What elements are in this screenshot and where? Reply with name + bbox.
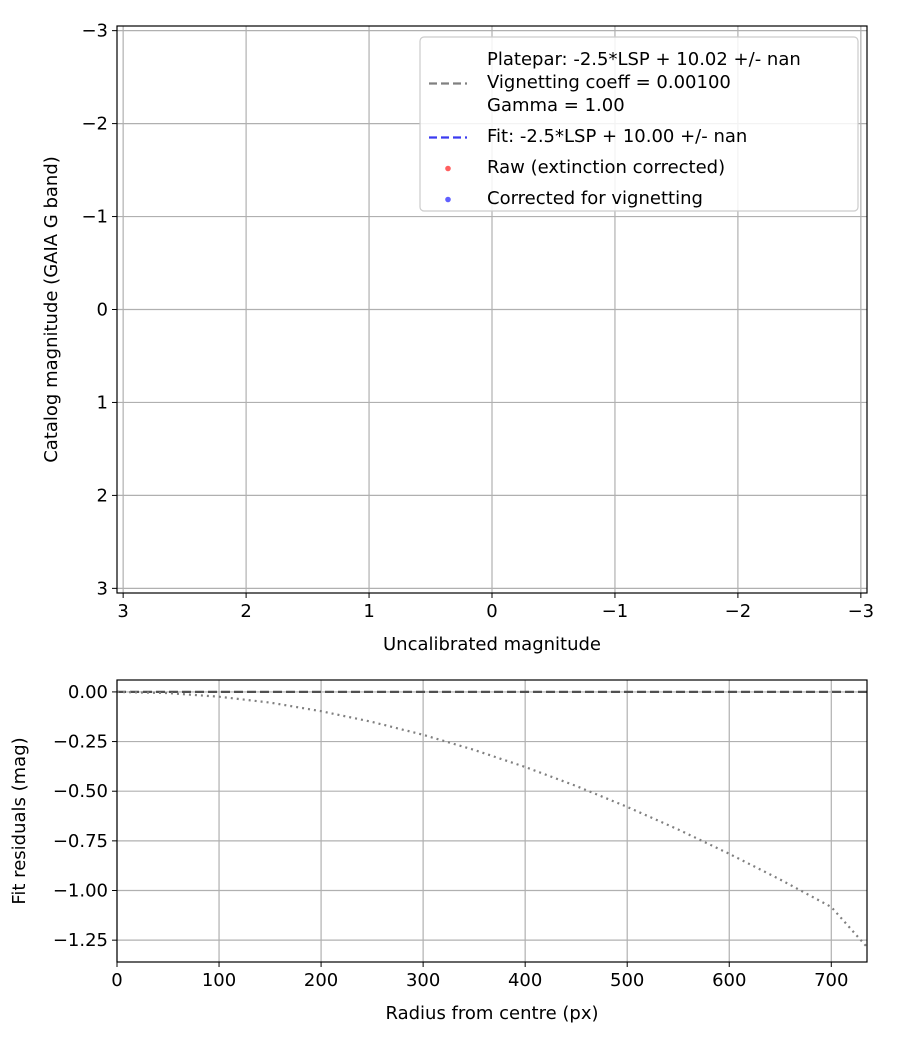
bottom-x-axis-label: Radius from centre (px) — [385, 1003, 598, 1024]
legend-entry-label: Corrected for vignetting — [487, 188, 703, 209]
x-tick-label: 0 — [486, 601, 497, 622]
x-tick-label: 400 — [508, 970, 542, 991]
x-tick-label: 0 — [111, 970, 122, 991]
bottom-tick-labels: 0 100 200 300 400 500 600 700 0.00 −0.25 −0.50 −0.7… — [53, 682, 849, 991]
x-tick-label: 600 — [712, 970, 746, 991]
x-tick-label: −3 — [848, 601, 875, 622]
bottom-plot-frame — [116, 679, 868, 963]
legend-point-swatch — [445, 165, 451, 172]
vignetting-curve-dotted — [116, 690, 868, 948]
x-tick-label: 500 — [610, 970, 644, 991]
top-tick-labels: 3 2 1 0 −1 −2 −3 −3 −2 −1 0 1 2 3 — [81, 21, 874, 622]
legend-entry-label: Gamma = 1.00 — [487, 95, 625, 116]
legend-entry-label: Vignetting coeff = 0.00100 — [487, 72, 731, 93]
legend-box — [419, 36, 859, 212]
x-tick-label: −2 — [725, 601, 752, 622]
top-x-axis-label: Uncalibrated magnitude — [383, 634, 601, 655]
y-tick-label: −0.75 — [53, 831, 108, 852]
bottom-chart: 0 100 200 300 400 500 600 700 0.00 −0.25 −0.50 −0.7… — [9, 679, 868, 1024]
x-tick-label: 2 — [240, 601, 251, 622]
x-tick-label: 200 — [304, 970, 338, 991]
x-tick-label: 1 — [363, 601, 374, 622]
legend-point-swatch — [445, 196, 451, 203]
x-tick-label: −1 — [602, 601, 629, 622]
bottom-y-axis-label: Fit residuals (mag) — [9, 737, 30, 904]
bottom-gridlines — [116, 680, 867, 962]
top-y-axis-label: Catalog magnitude (GAIA G band) — [41, 156, 62, 463]
x-tick-label: 3 — [117, 601, 128, 622]
y-tick-label: −0.50 — [53, 781, 108, 802]
y-tick-label: 2 — [97, 485, 108, 506]
y-tick-label: −1.25 — [53, 930, 108, 951]
legend-entry-label: Raw (extinction corrected) — [487, 157, 725, 178]
y-tick-label: −2 — [81, 114, 108, 135]
legend-entry-label: Platepar: -2.5*LSP + 10.02 +/- nan — [487, 49, 801, 70]
y-tick-label: 0.00 — [68, 682, 108, 703]
x-tick-label: 100 — [202, 970, 236, 991]
y-tick-label: 0 — [97, 300, 108, 321]
top-chart: 3 2 1 0 −1 −2 −3 −3 −2 −1 0 1 2 3 Uncalibrated magnit… — [41, 21, 874, 655]
y-tick-label: −0.25 — [53, 732, 108, 753]
x-tick-label: 300 — [406, 970, 440, 991]
x-tick-label: 700 — [814, 970, 848, 991]
legend-entry-label: Fit: -2.5*LSP + 10.00 +/- nan — [487, 126, 747, 147]
top-legend: Platepar: -2.5*LSP + 10.02 +/- nanVignet… — [419, 36, 859, 212]
bottom-series-layer — [116, 690, 868, 948]
y-tick-label: −1 — [81, 207, 108, 228]
y-tick-label: −1.00 — [53, 881, 108, 902]
y-tick-label: 1 — [97, 392, 108, 413]
y-tick-label: −3 — [81, 21, 108, 42]
y-tick-label: 3 — [97, 578, 108, 599]
